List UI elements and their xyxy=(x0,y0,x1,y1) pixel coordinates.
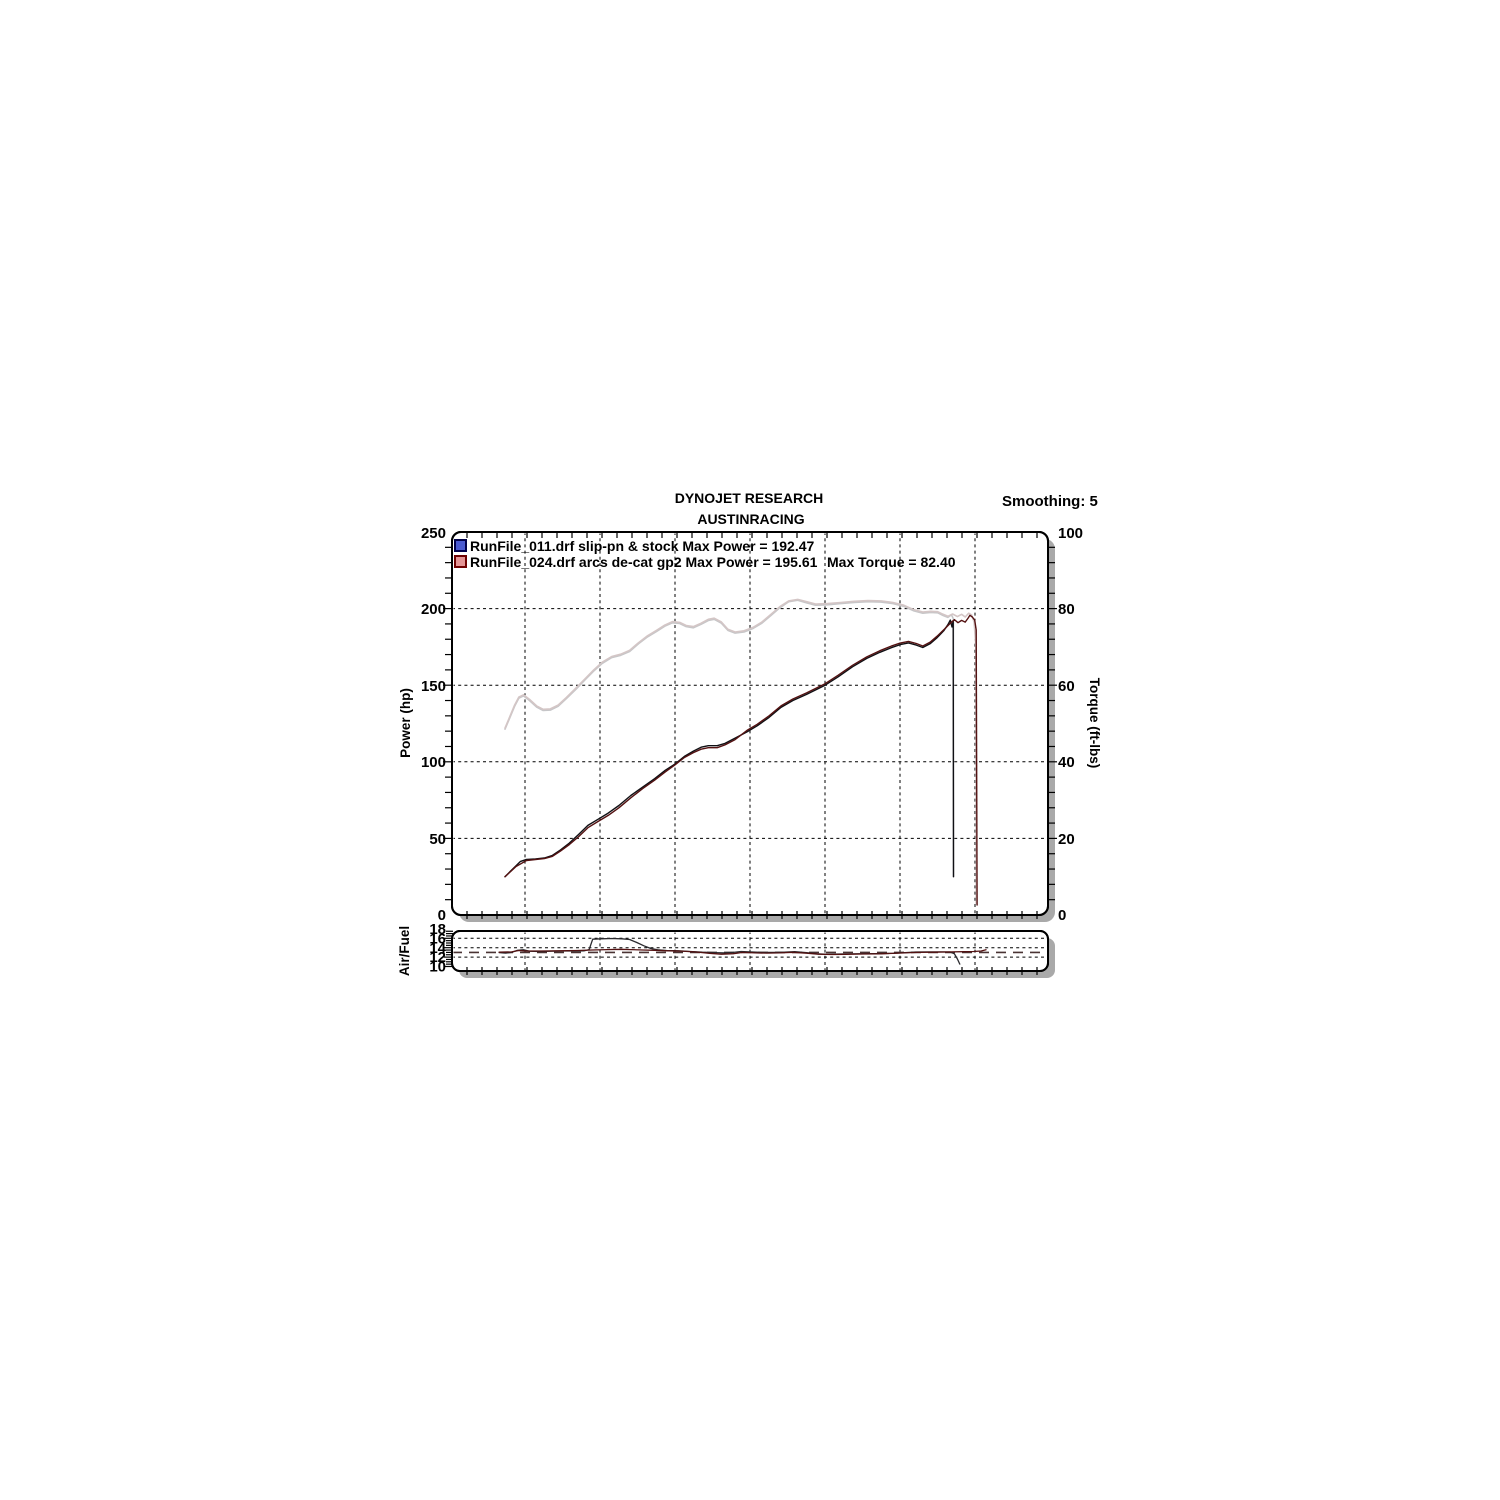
legend: RunFile_011.drf slip-pn & stock Max Powe… xyxy=(454,538,956,570)
runfile-024-power-curve xyxy=(504,614,978,906)
afr-curves xyxy=(498,937,987,965)
afr-tick-14: 14 xyxy=(429,940,446,957)
main-panel-border xyxy=(451,531,1049,916)
power-tick-labels: 250 200 150 100 50 0 xyxy=(421,525,446,924)
runfile-011-power-curve xyxy=(504,619,955,878)
main-gridlines xyxy=(453,533,1047,914)
power-axis-label: Power (hp) xyxy=(398,688,413,758)
runfile-024-torque-curve xyxy=(504,598,978,905)
chart-title: DYNOJET RESEARCH xyxy=(675,490,824,506)
main-curves xyxy=(504,598,978,906)
legend-marker-run1 xyxy=(454,539,467,552)
main-axis-ticks xyxy=(443,532,1057,919)
smoothing-label: Smoothing: 5 xyxy=(1002,493,1098,510)
afr-tick-labels: 18 16 14 12 10 xyxy=(429,921,446,976)
torque-tick-100: 100 xyxy=(1058,525,1083,542)
afr-tick-16: 16 xyxy=(429,930,446,947)
afr-axis-ticks xyxy=(444,930,1038,975)
runfile-024-air-fuel-curve xyxy=(498,948,987,956)
torque-axis-label: Torque (ft-lbs) xyxy=(1087,678,1102,768)
legend-marker-run2 xyxy=(454,555,467,568)
afr-tick-12: 12 xyxy=(429,949,446,966)
afr-tick-10: 10 xyxy=(429,959,446,976)
power-tick-200: 200 xyxy=(421,601,446,618)
torque-tick-80: 80 xyxy=(1058,601,1075,618)
afr-axis-label: Air/Fuel xyxy=(397,926,412,976)
power-tick-50: 50 xyxy=(429,831,446,848)
legend-text-run2: RunFile_024.drf arcs de-cat gp2 Max Powe… xyxy=(470,554,818,570)
legend-text-run1: RunFile_011.drf slip-pn & stock Max Powe… xyxy=(470,538,815,554)
afr-tick-18: 18 xyxy=(429,921,446,938)
power-tick-250: 250 xyxy=(421,525,446,542)
power-tick-100: 100 xyxy=(421,754,446,771)
runfile-011-torque-curve xyxy=(504,599,955,878)
legend-text-run2-torque: Max Torque = 82.40 xyxy=(827,554,956,570)
torque-tick-0: 0 xyxy=(1058,907,1066,924)
torque-tick-40: 40 xyxy=(1058,754,1075,771)
torque-tick-labels: 100 80 60 40 20 0 xyxy=(1058,525,1083,924)
power-tick-150: 150 xyxy=(421,678,446,695)
afr-panel-border xyxy=(451,930,1049,972)
chart-subtitle: AUSTINRACING xyxy=(697,511,804,527)
torque-tick-20: 20 xyxy=(1058,831,1075,848)
torque-tick-60: 60 xyxy=(1058,678,1075,695)
power-tick-0: 0 xyxy=(438,907,446,924)
